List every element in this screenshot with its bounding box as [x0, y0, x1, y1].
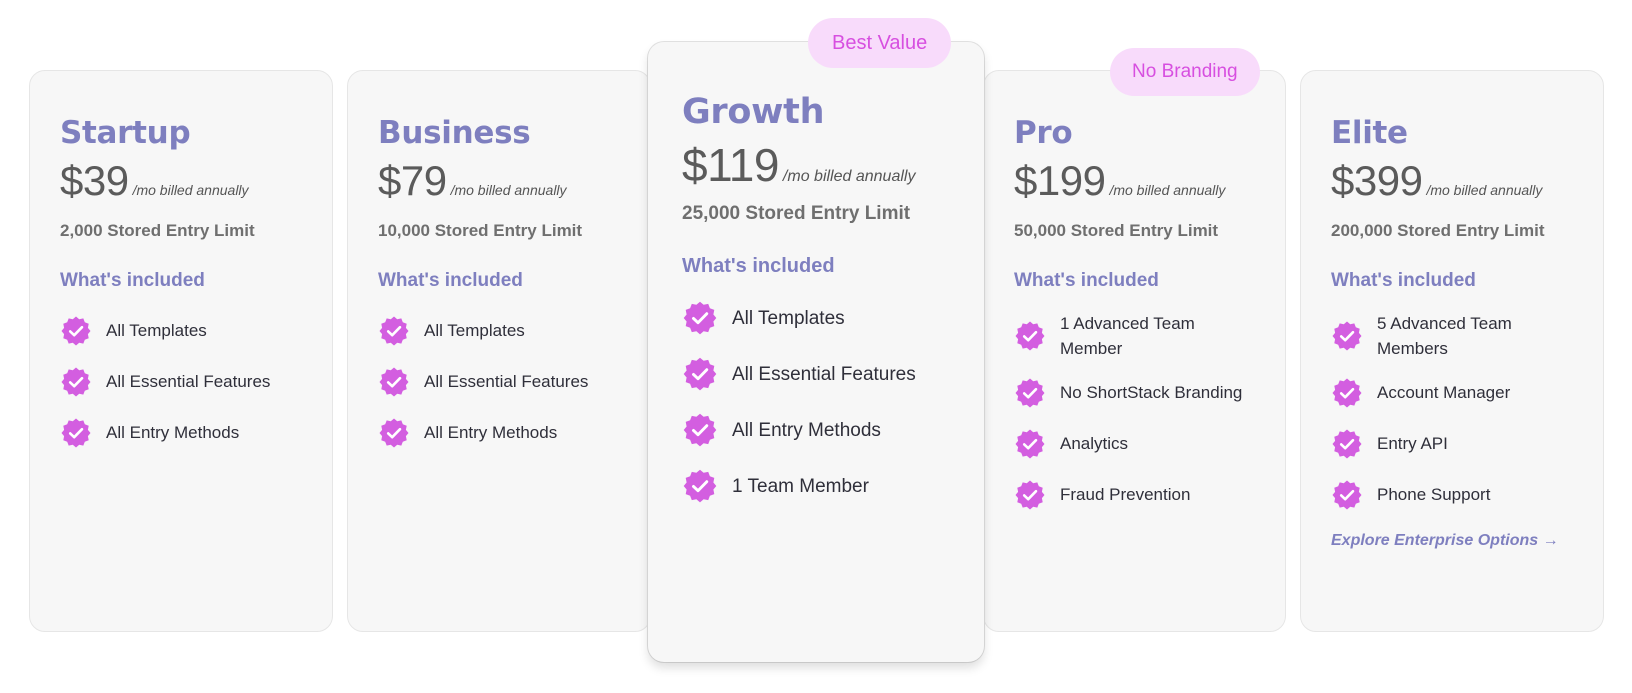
check-badge-icon: [1014, 479, 1046, 511]
plan-price: $79: [378, 157, 447, 204]
feature-item: All Entry Methods: [60, 407, 302, 458]
feature-label: Fraud Prevention: [1060, 485, 1191, 504]
feature-list: 5 Advanced Team Members Account Manager …: [1331, 305, 1573, 520]
feature-label: All Templates: [732, 307, 845, 329]
feature-label: All Entry Methods: [424, 423, 558, 442]
feature-item: All Entry Methods: [378, 407, 620, 458]
check-badge-icon: [1331, 320, 1363, 352]
check-badge-icon: [1014, 428, 1046, 460]
explore-enterprise-link[interactable]: Explore Enterprise Options →: [1331, 532, 1559, 549]
included-heading: What's included: [682, 255, 835, 277]
billing-period: /mo billed annually: [1109, 182, 1226, 198]
feature-list: 1 Advanced Team Member No ShortStack Bra…: [1014, 305, 1255, 520]
feature-label: Entry API: [1377, 434, 1448, 453]
no-branding-badge: No Branding: [1110, 48, 1260, 96]
plan-name: Startup: [60, 115, 191, 151]
plan-card-business: Business $79 /mo billed annually 10,000 …: [347, 70, 651, 632]
feature-label: All Essential Features: [732, 363, 916, 385]
check-badge-icon: [682, 468, 718, 504]
included-heading: What's included: [1014, 270, 1159, 291]
feature-item: All Essential Features: [378, 356, 620, 407]
feature-list: All Templates All Essential Features All…: [60, 305, 302, 458]
feature-item: All Essential Features: [60, 356, 302, 407]
feature-label: All Entry Methods: [106, 423, 240, 442]
check-badge-icon: [1331, 479, 1363, 511]
check-badge-icon: [1014, 320, 1046, 352]
price-row: $79 /mo billed annually: [378, 157, 620, 209]
price-row: $119 /mo billed annually: [682, 138, 952, 191]
check-badge-icon: [60, 366, 92, 398]
feature-label: Analytics: [1060, 434, 1129, 453]
feature-item: No ShortStack Branding: [1014, 367, 1255, 418]
plan-card-growth: Growth $119 /mo billed annually 25,000 S…: [648, 42, 984, 662]
entry-limit: 10,000 Stored Entry Limit: [378, 221, 583, 240]
plan-name: Growth: [682, 92, 825, 132]
check-badge-icon: [1331, 377, 1363, 409]
feature-item: Entry API: [1331, 418, 1573, 469]
billing-period: /mo billed annually: [1426, 182, 1543, 198]
plan-card-startup: Startup $39 /mo billed annually 2,000 St…: [29, 70, 333, 632]
feature-item: All Templates: [378, 305, 620, 356]
check-badge-icon: [60, 417, 92, 449]
included-heading: What's included: [60, 270, 205, 291]
feature-label: 1 Team Member: [732, 475, 869, 497]
entry-limit: 200,000 Stored Entry Limit: [1331, 221, 1545, 240]
check-badge-icon: [378, 315, 410, 347]
check-badge-icon: [682, 300, 718, 336]
feature-item: 1 Team Member: [682, 458, 952, 514]
plan-card-elite: Elite $399 /mo billed annually 200,000 S…: [1300, 70, 1604, 632]
check-badge-icon: [378, 366, 410, 398]
check-badge-icon: [378, 417, 410, 449]
feature-item: All Templates: [60, 305, 302, 356]
feature-item: 1 Advanced Team Member: [1014, 305, 1255, 367]
plan-card-pro: Pro $199 /mo billed annually 50,000 Stor…: [983, 70, 1286, 632]
plan-price: $119: [682, 139, 779, 191]
billing-period: /mo billed annually: [450, 182, 567, 198]
price-row: $39 /mo billed annually: [60, 157, 302, 209]
included-heading: What's included: [1331, 270, 1476, 291]
entry-limit: 50,000 Stored Entry Limit: [1014, 221, 1219, 240]
feature-label: All Templates: [424, 321, 525, 340]
feature-list: All Templates All Essential Features All…: [682, 290, 952, 514]
feature-list: All Templates All Essential Features All…: [378, 305, 620, 458]
best-value-badge: Best Value: [808, 18, 952, 68]
check-badge-icon: [60, 315, 92, 347]
plan-price: $199: [1014, 157, 1106, 204]
billing-period: /mo billed annually: [132, 182, 249, 198]
check-badge-icon: [682, 356, 718, 392]
feature-item: 5 Advanced Team Members: [1331, 305, 1573, 367]
feature-item: Phone Support: [1331, 469, 1573, 520]
feature-label: Account Manager: [1377, 383, 1511, 402]
feature-item: Fraud Prevention: [1014, 469, 1255, 520]
plan-name: Pro: [1014, 115, 1073, 151]
plan-price: $39: [60, 157, 129, 204]
plan-price: $399: [1331, 157, 1423, 204]
feature-item: All Templates: [682, 290, 952, 346]
plan-name: Business: [378, 115, 531, 151]
price-row: $199 /mo billed annually: [1014, 157, 1255, 209]
feature-label: All Essential Features: [106, 372, 271, 391]
feature-label: All Essential Features: [424, 372, 589, 391]
feature-item: All Essential Features: [682, 346, 952, 402]
feature-label: 1 Advanced Team Member: [1060, 314, 1195, 358]
feature-label: All Templates: [106, 321, 207, 340]
feature-label: Phone Support: [1377, 485, 1491, 504]
plan-name: Elite: [1331, 115, 1408, 151]
billing-period: /mo billed annually: [782, 168, 916, 185]
check-badge-icon: [682, 412, 718, 448]
entry-limit: 2,000 Stored Entry Limit: [60, 221, 255, 240]
price-row: $399 /mo billed annually: [1331, 157, 1573, 209]
included-heading: What's included: [378, 270, 523, 291]
check-badge-icon: [1014, 377, 1046, 409]
feature-label: All Entry Methods: [732, 419, 881, 441]
feature-label: 5 Advanced Team Members: [1377, 314, 1512, 358]
entry-limit: 25,000 Stored Entry Limit: [682, 203, 911, 224]
feature-item: All Entry Methods: [682, 402, 952, 458]
feature-item: Account Manager: [1331, 367, 1573, 418]
feature-item: Analytics: [1014, 418, 1255, 469]
feature-label: No ShortStack Branding: [1060, 383, 1243, 402]
check-badge-icon: [1331, 428, 1363, 460]
